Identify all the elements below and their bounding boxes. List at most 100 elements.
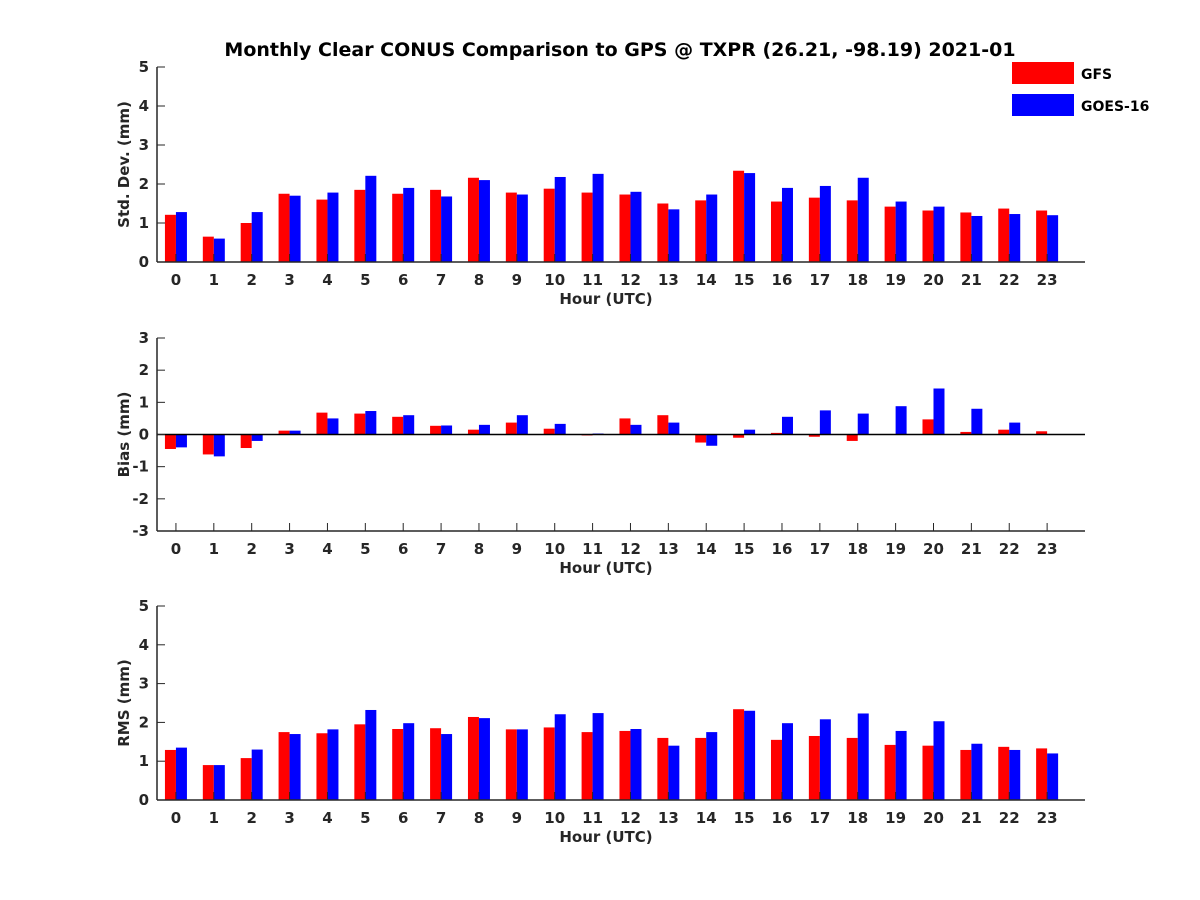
bar-p0-goes16-h15 — [744, 173, 756, 262]
x-tick-label: 21 — [961, 809, 982, 827]
x-tick-label: 9 — [512, 271, 522, 289]
y-tick-label: 2 — [139, 713, 149, 731]
y-tick-label: 1 — [139, 752, 149, 770]
bar-p1-goes16-h18 — [857, 413, 869, 435]
y-tick-label: 1 — [139, 214, 149, 232]
y-tick-label: -3 — [132, 522, 149, 540]
bar-p1-gfs-h7 — [430, 425, 442, 435]
x-tick-label: 15 — [734, 271, 755, 289]
x-tick-label: 8 — [474, 809, 484, 827]
bar-p0-gfs-h1 — [202, 236, 214, 262]
x-tick-label: 1 — [209, 271, 219, 289]
bar-p2-gfs-h21 — [960, 749, 972, 800]
bar-p1-gfs-h9 — [505, 422, 517, 435]
bar-p0-gfs-h21 — [960, 212, 972, 262]
bar-p0-gfs-h13 — [657, 203, 669, 262]
y-tick-label: 1 — [139, 393, 149, 411]
x-tick-label: 14 — [696, 809, 717, 827]
y-tick-label: 2 — [139, 361, 149, 379]
y-tick-label: -1 — [132, 458, 149, 476]
x-tick-label: 5 — [360, 809, 370, 827]
bar-p2-gfs-h2 — [240, 758, 252, 800]
x-tick-label: 8 — [474, 271, 484, 289]
bar-p0-gfs-h15 — [733, 170, 745, 262]
bar-p2-goes16-h14 — [706, 732, 718, 800]
bar-p2-goes16-h4 — [327, 729, 339, 800]
bar-p0-goes16-h23 — [1047, 215, 1059, 262]
bar-p1-gfs-h21 — [960, 431, 972, 435]
x-tick-label: 3 — [284, 540, 294, 558]
x-tick-label: 12 — [620, 809, 641, 827]
bar-p1-goes16-h15 — [744, 429, 756, 435]
bar-p0-gfs-h16 — [770, 201, 782, 262]
bar-p2-gfs-h9 — [505, 729, 517, 800]
bar-p2-goes16-h10 — [554, 714, 566, 800]
bar-p1-goes16-h22 — [1009, 422, 1021, 435]
y-tick-label: 4 — [139, 636, 149, 654]
x-tick-label: 0 — [171, 271, 181, 289]
bar-p0-goes16-h18 — [857, 177, 869, 262]
bar-p1-gfs-h5 — [354, 413, 366, 435]
bar-p2-gfs-h17 — [808, 735, 820, 800]
bar-p1-gfs-h13 — [657, 415, 669, 435]
bar-p2-goes16-h12 — [630, 729, 642, 800]
x-tick-label: 11 — [582, 809, 603, 827]
legend-swatch-gfs — [1012, 62, 1074, 84]
x-tick-label: 7 — [436, 540, 446, 558]
x-tick-label: 18 — [847, 271, 868, 289]
chart-legend: GFS GOES-16 — [1012, 62, 1149, 116]
y-tick-label: -2 — [132, 490, 149, 508]
y-tick-label: 0 — [139, 791, 149, 809]
bar-p0-goes16-h7 — [441, 196, 453, 262]
bar-p1-gfs-h16 — [770, 432, 782, 435]
x-tick-label: 2 — [246, 271, 256, 289]
x-tick-label: 12 — [620, 540, 641, 558]
bar-p1-gfs-h18 — [846, 434, 858, 441]
bar-p2-goes16-h6 — [403, 723, 415, 800]
x-tick-label: 15 — [734, 809, 755, 827]
bar-p0-goes16-h4 — [327, 192, 339, 262]
bar-p2-goes16-h22 — [1009, 749, 1021, 800]
bar-p2-goes16-h23 — [1047, 753, 1059, 800]
bar-p2-goes16-h15 — [744, 710, 756, 800]
bar-p0-gfs-h11 — [581, 192, 593, 262]
bar-p1-gfs-h0 — [164, 434, 176, 449]
x-tick-label: 4 — [322, 271, 332, 289]
bar-p1-goes16-h14 — [706, 434, 718, 446]
bar-p1-gfs-h8 — [467, 429, 479, 435]
bar-p0-goes16-h14 — [706, 194, 718, 262]
x-tick-label: 17 — [809, 271, 830, 289]
bar-p0-goes16-h11 — [592, 173, 604, 262]
x-tick-label: 17 — [809, 540, 830, 558]
bar-p0-gfs-h12 — [619, 194, 631, 262]
x-tick-label: 22 — [999, 271, 1020, 289]
x-tick-label: 6 — [398, 540, 408, 558]
bar-p0-gfs-h20 — [922, 210, 934, 262]
x-tick-label: 4 — [322, 809, 332, 827]
x-tick-label: 7 — [436, 271, 446, 289]
bar-p1-goes16-h9 — [516, 415, 528, 435]
bar-p1-goes16-h0 — [175, 434, 187, 448]
bar-p2-gfs-h22 — [998, 746, 1010, 800]
bar-p0-gfs-h8 — [467, 177, 479, 262]
x-tick-label: 18 — [847, 809, 868, 827]
bar-p1-gfs-h20 — [922, 419, 934, 435]
bar-p1-gfs-h15 — [733, 434, 745, 438]
bar-p1-goes16-h3 — [289, 430, 301, 435]
x-tick-label: 0 — [171, 809, 181, 827]
bar-p2-gfs-h4 — [316, 733, 328, 800]
x-tick-label: 23 — [1037, 271, 1058, 289]
bar-p2-gfs-h16 — [770, 739, 782, 800]
bar-p0-gfs-h23 — [1036, 210, 1048, 262]
x-tick-label: 9 — [512, 809, 522, 827]
y-axis-label: Std. Dev. (mm) — [115, 101, 133, 228]
y-tick-label: 3 — [139, 329, 149, 347]
bar-p2-goes16-h16 — [781, 723, 793, 800]
bar-p0-gfs-h10 — [543, 188, 555, 262]
x-tick-label: 3 — [284, 271, 294, 289]
bar-p1-goes16-h13 — [668, 422, 680, 435]
